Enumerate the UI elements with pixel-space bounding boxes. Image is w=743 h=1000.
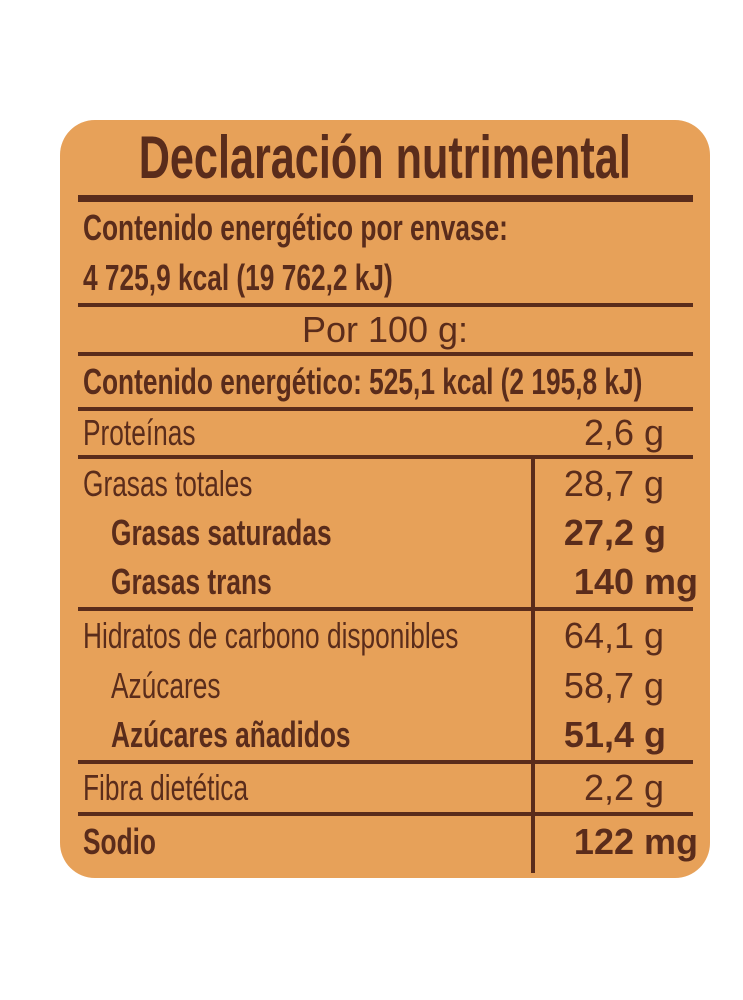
nutrient-name: Azúcares (111, 664, 221, 706)
energy-per-package-value: 4 725,9 kcal (19 762,2 kJ) (83, 257, 393, 298)
table-row: Grasas saturadas 27,2 g (60, 508, 710, 557)
nutrient-amount: 58,7 (563, 664, 634, 706)
table-row: Fibra dietética 2,2 g (60, 764, 710, 812)
nutrient-value: 28,7 g (558, 463, 688, 505)
nutrient-value: 2,6 g (558, 412, 688, 454)
table-row: Grasas trans 140 mg (60, 558, 710, 607)
nutrient-amount: 51,4 (563, 714, 634, 756)
section-sodium: Sodio 122 mg (60, 816, 710, 868)
nutrient-name: Grasas totales (83, 462, 253, 504)
nutrient-amount: 140 (573, 561, 634, 603)
table-row: Grasas totales 28,7 g (60, 459, 710, 508)
divider (78, 607, 693, 611)
nutrient-unit: g (644, 767, 665, 808)
divider (78, 407, 693, 411)
nutrient-value: 140 mg (558, 561, 698, 603)
energy-per-100g-value: Contenido energético: 525,1 kcal (2 195,… (83, 361, 643, 402)
nutrient-amount: 2,6 (583, 412, 634, 453)
energy-per-100g-row: Contenido energético: 525,1 kcal (2 195,… (60, 356, 710, 407)
divider (78, 303, 693, 307)
nutrient-name: Grasas saturadas (111, 511, 332, 553)
nutrient-unit: g (644, 614, 665, 656)
table-row: Azúcares 58,7 g (60, 661, 710, 711)
nutrient-amount: 122 (573, 821, 634, 862)
page-title: Declaración nutrimental (138, 124, 632, 191)
title-row: Declaración nutrimental (60, 120, 710, 195)
nutrient-amount: 28,7 (563, 462, 634, 504)
energy-per-package-heading: Contenido energético por envase: (83, 207, 508, 248)
nutrient-unit: mg (644, 821, 698, 862)
divider (78, 455, 693, 459)
per-100g-heading: Por 100 g: (301, 308, 469, 350)
nutrient-name: Fibra dietética (83, 767, 249, 808)
nutrient-name: Sodio (83, 821, 156, 862)
nutrient-value: 2,2 g (558, 767, 688, 809)
section-fats: Grasas totales 28,7 g Grasas saturadas 2… (60, 459, 710, 607)
nutrient-value: 51,4 g (558, 714, 688, 756)
nutrient-value: 58,7 g (558, 665, 688, 707)
nutrient-amount: 27,2 (563, 511, 634, 553)
table-row: Hidratos de carbono disponibles 64,1 g (60, 611, 710, 661)
nutrient-unit: g (644, 714, 666, 756)
nutrition-label-card: Declaración nutrimental Contenido energé… (60, 120, 710, 878)
energy-per-package-block: Contenido energético por envase: 4 725,9… (60, 202, 710, 303)
per-100g-row: Por 100 g: (60, 307, 710, 352)
title-underline (78, 195, 693, 202)
nutrient-amount: 64,1 (563, 614, 634, 656)
table-row: Sodio 122 mg (60, 816, 710, 868)
nutrient-unit: g (644, 511, 666, 553)
nutrient-value: 122 mg (558, 821, 698, 863)
nutrient-value: 64,1 g (558, 615, 688, 657)
nutrient-name: Azúcares añadidos (111, 714, 351, 756)
nutrient-unit: mg (644, 561, 698, 603)
table-row: Proteínas 2,6 g (60, 411, 710, 455)
nutrient-name: Hidratos de carbono disponibles (83, 614, 459, 656)
nutrient-name: Grasas trans (111, 561, 272, 603)
nutrient-unit: g (644, 412, 665, 453)
divider (78, 760, 693, 764)
section-fiber: Fibra dietética 2,2 g (60, 764, 710, 812)
nutrient-amount: 2,2 (583, 767, 634, 808)
nutrient-unit: g (644, 664, 665, 706)
nutrient-unit: g (644, 462, 665, 504)
section-carbohydrates: Hidratos de carbono disponibles 64,1 g A… (60, 611, 710, 760)
divider (78, 812, 693, 816)
section-proteins: Proteínas 2,6 g (60, 411, 710, 455)
column-divider (531, 459, 535, 873)
divider (78, 352, 693, 356)
nutrient-name: Proteínas (83, 412, 196, 453)
table-row: Azúcares añadidos 51,4 g (60, 710, 710, 760)
nutrient-value: 27,2 g (558, 512, 688, 554)
